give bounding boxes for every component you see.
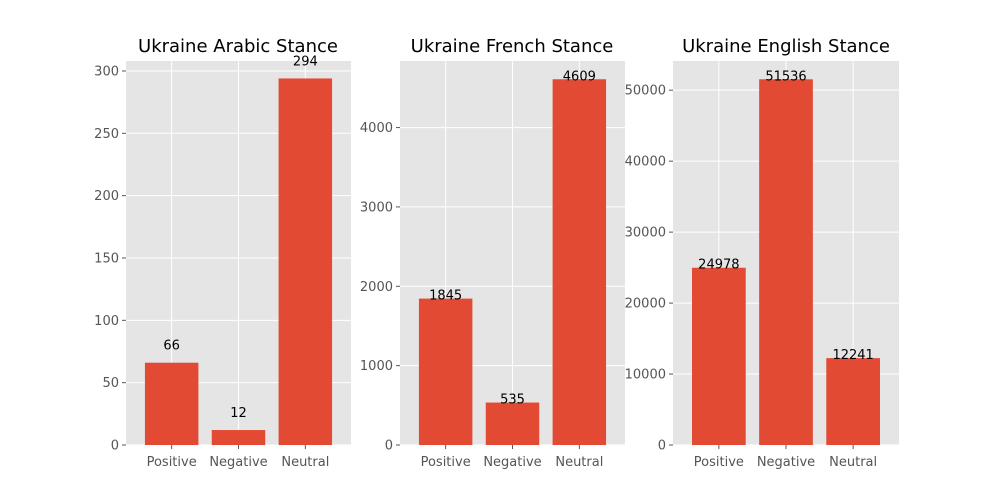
data-label: 24978: [698, 258, 739, 273]
y-tick-label: 150: [94, 251, 119, 266]
x-tick-label: Negative: [209, 455, 267, 470]
data-label: 51536: [765, 69, 806, 84]
y-tick-label: 0: [658, 439, 666, 454]
y-tick-label: 2000: [360, 280, 393, 295]
x-tick-label: Negative: [483, 455, 541, 470]
data-label: 12: [230, 406, 247, 421]
subplot-french: Ukraine French Stance 0 1000 2000 3000 4000 P…: [360, 36, 625, 470]
bar-negative: [759, 79, 813, 446]
x-tick-label: Neutral: [829, 455, 877, 470]
chart-title-arabic: Ukraine Arabic Stance: [138, 36, 338, 57]
chart-title-french: Ukraine French Stance: [411, 36, 614, 57]
data-label: 294: [293, 54, 318, 69]
subplot-arabic: Ukraine Arabic Stance 0 50 100 150 200 250 300…: [94, 36, 351, 470]
y-tick-label: 30000: [625, 226, 666, 241]
y-tick-label: 300: [94, 64, 119, 79]
y-tick-label: 50: [102, 376, 119, 391]
y-tick-label: 4000: [360, 121, 393, 136]
bar-negative: [211, 430, 266, 445]
bar-positive: [418, 298, 473, 445]
bar-neutral: [278, 78, 333, 446]
y-tick-label: 100: [94, 314, 119, 329]
y-tick-label: 40000: [625, 155, 666, 170]
bar-positive: [144, 362, 199, 445]
data-label: 4609: [563, 69, 596, 84]
y-tick-label: 1000: [360, 359, 393, 374]
bar-negative: [485, 402, 540, 445]
y-tick-label: 250: [94, 127, 119, 142]
x-tick-label: Neutral: [555, 455, 603, 470]
y-tick-label: 20000: [625, 297, 666, 312]
data-label: 66: [163, 339, 180, 354]
subplot-english: Ukraine English Stance 0 10000 20000 30000 4…: [625, 36, 899, 470]
data-label: 1845: [429, 289, 462, 304]
data-label: 12241: [832, 348, 873, 363]
y-tick-label: 200: [94, 189, 119, 204]
x-tick-label: Neutral: [281, 455, 329, 470]
x-tick-label: Positive: [694, 455, 744, 470]
x-tick-label: Positive: [147, 455, 197, 470]
y-tick-label: 50000: [625, 84, 666, 99]
y-tick-label: 3000: [360, 200, 393, 215]
data-label: 535: [500, 393, 525, 408]
x-tick-label: Negative: [757, 455, 815, 470]
y-tick-label: 10000: [625, 368, 666, 383]
bar-neutral: [826, 358, 880, 445]
y-tick-label: 0: [385, 439, 393, 454]
bar-positive: [692, 267, 746, 445]
x-tick-label: Positive: [421, 455, 471, 470]
bar-neutral: [552, 79, 607, 445]
chart-title-english: Ukraine English Stance: [682, 36, 890, 57]
y-tick-label: 0: [111, 439, 119, 454]
